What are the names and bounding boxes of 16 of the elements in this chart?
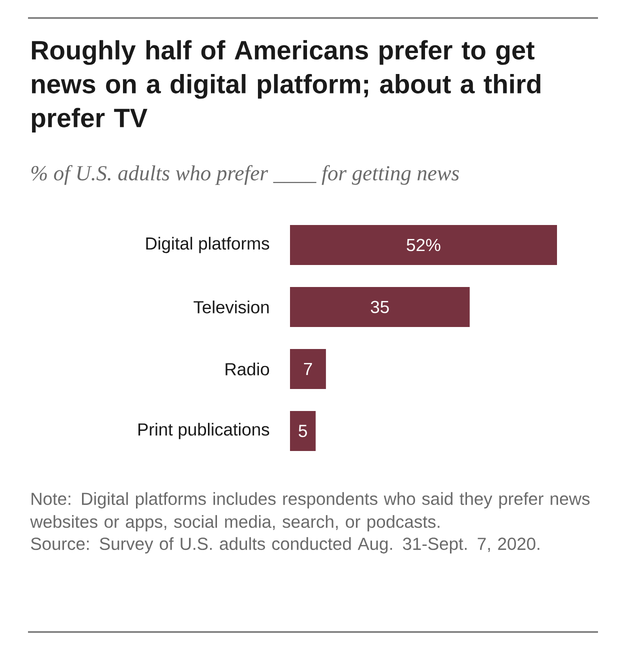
- bar: [290, 224, 557, 265]
- y-tick-label: Radio: [226, 362, 270, 376]
- bar: [290, 348, 326, 389]
- data-label: 52%: [406, 238, 440, 252]
- chart-subtitle: % of U.S. adults who prefer ____ for getting news: [31, 165, 459, 185]
- text: Note: Digital platforms includes respondents who said they prefer news websites or apps, social media, search, or podcasts.: [30, 492, 590, 532]
- data-label: 35: [370, 300, 389, 314]
- y-tick-label: Digital platforms: [146, 236, 270, 254]
- source-note: Source: Survey of U.S. adults conducted Aug. 31-Sept. 7, 2020.: [30, 537, 540, 554]
- chart-title: Roughly half of Americans prefer to get news on a digital platform; about a third prefer TV: [32, 40, 540, 133]
- y-tick-label: Television: [194, 300, 269, 314]
- bar: [290, 410, 316, 451]
- y-tick-label: Print publications: [138, 422, 270, 440]
- data-label: 5: [298, 424, 307, 438]
- data-label: 7: [304, 362, 312, 375]
- bar: [290, 286, 470, 327]
